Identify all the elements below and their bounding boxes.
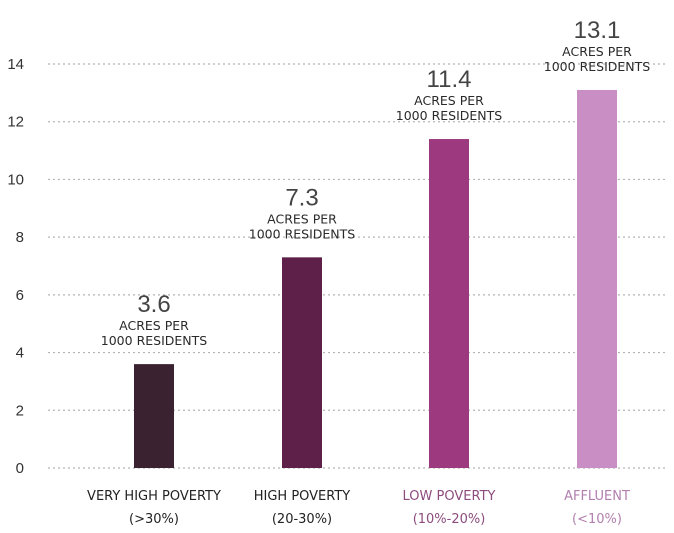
- category-range-2: (10%-20%): [413, 512, 486, 527]
- category-range-0: (>30%): [129, 512, 179, 527]
- unit-label-line1-2: ACRES PER: [414, 93, 484, 108]
- category-label-2: LOW POVERTY: [403, 489, 496, 504]
- unit-label-line2-1: 1000 RESIDENTS: [249, 226, 355, 241]
- bar-1: [282, 257, 322, 468]
- bars: [134, 89, 617, 468]
- value-label-1: 7.3: [285, 184, 318, 211]
- y-tick-label-2: 2: [16, 402, 24, 419]
- value-label-2: 11.4: [427, 66, 472, 93]
- y-tick-label-0: 0: [16, 460, 24, 477]
- unit-label-line1-1: ACRES PER: [267, 211, 337, 226]
- y-tick-label-14: 14: [7, 56, 24, 73]
- unit-label-line2-0: 1000 RESIDENTS: [101, 333, 207, 348]
- y-tick-label-8: 8: [16, 229, 24, 246]
- category-label-0: VERY HIGH POVERTY: [87, 489, 221, 504]
- x-axis: VERY HIGH POVERTY (>30%) HIGH POVERTY (20-3…: [87, 489, 630, 527]
- unit-label-line1-0: ACRES PER: [119, 318, 189, 333]
- gridlines: [48, 63, 668, 469]
- bar-2: [429, 139, 469, 468]
- category-range-3: (<10%): [572, 512, 622, 527]
- y-tick-label-4: 4: [16, 345, 24, 362]
- category-range-1: (20-30%): [272, 512, 332, 527]
- unit-label-line2-3: 1000 RESIDENTS: [544, 59, 650, 74]
- y-tick-label-12: 12: [7, 114, 24, 131]
- value-label-3: 13.1: [574, 17, 621, 44]
- y-axis: 0 2 4 6 8 10 12 14: [7, 56, 24, 477]
- value-label-0: 3.6: [137, 291, 170, 318]
- y-tick-label-6: 6: [16, 287, 24, 304]
- y-tick-label-10: 10: [7, 171, 24, 188]
- category-label-3: AFFLUENT: [564, 489, 630, 504]
- category-label-1: HIGH POVERTY: [254, 489, 351, 504]
- unit-label-line1-3: ACRES PER: [562, 44, 632, 59]
- bar-0: [134, 364, 174, 468]
- unit-label-line2-2: 1000 RESIDENTS: [396, 108, 502, 123]
- bar-3: [577, 89, 617, 468]
